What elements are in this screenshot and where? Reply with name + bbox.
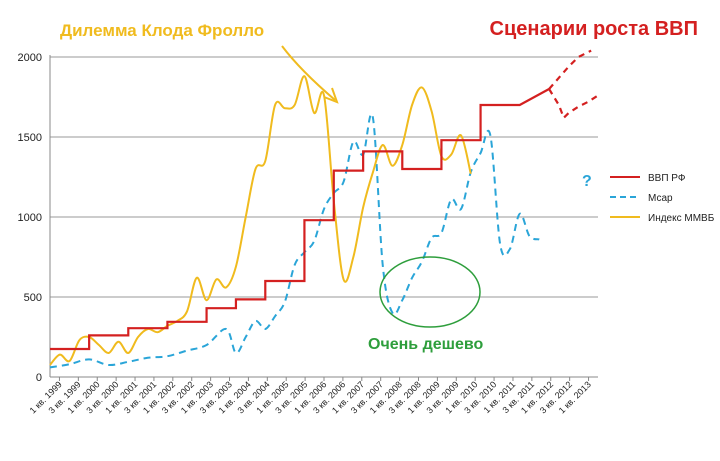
cheap-ellipse [379, 256, 481, 328]
y-tick-label: 2000 [18, 52, 42, 64]
dilemma-arrowhead [323, 87, 339, 104]
y-tick-labels: 0 500 1000 1500 2000 [18, 52, 42, 384]
series-gdp-line [50, 88, 550, 351]
scenario-down-line [548, 88, 599, 120]
axes [49, 55, 598, 381]
dilemma-arrow [281, 45, 336, 101]
question-mark: ? [582, 173, 592, 190]
grid [50, 56, 598, 298]
chart-title: Сценарии роста ВВП [490, 18, 698, 40]
series [49, 49, 599, 369]
dilemma-label: Дилемма Клода Фролло [60, 21, 264, 40]
series-mmvb-line [49, 75, 472, 366]
legend: ВВП РФ Мсар Индекс ММВБ [610, 173, 715, 224]
series-mcap-line [49, 113, 540, 369]
y-tick-label: 0 [36, 372, 42, 384]
cheap-label: Очень дешево [368, 336, 483, 353]
y-tick-label: 1500 [18, 132, 42, 144]
y-tick-label: 500 [24, 292, 42, 304]
y-tick-label: 1000 [18, 212, 42, 224]
legend-label-mcap: Мсар [648, 193, 673, 204]
scenario-up-line [548, 49, 592, 90]
legend-label-mmvb: Индекс ММВБ [648, 213, 715, 224]
legend-label-gdp: ВВП РФ [648, 173, 686, 184]
